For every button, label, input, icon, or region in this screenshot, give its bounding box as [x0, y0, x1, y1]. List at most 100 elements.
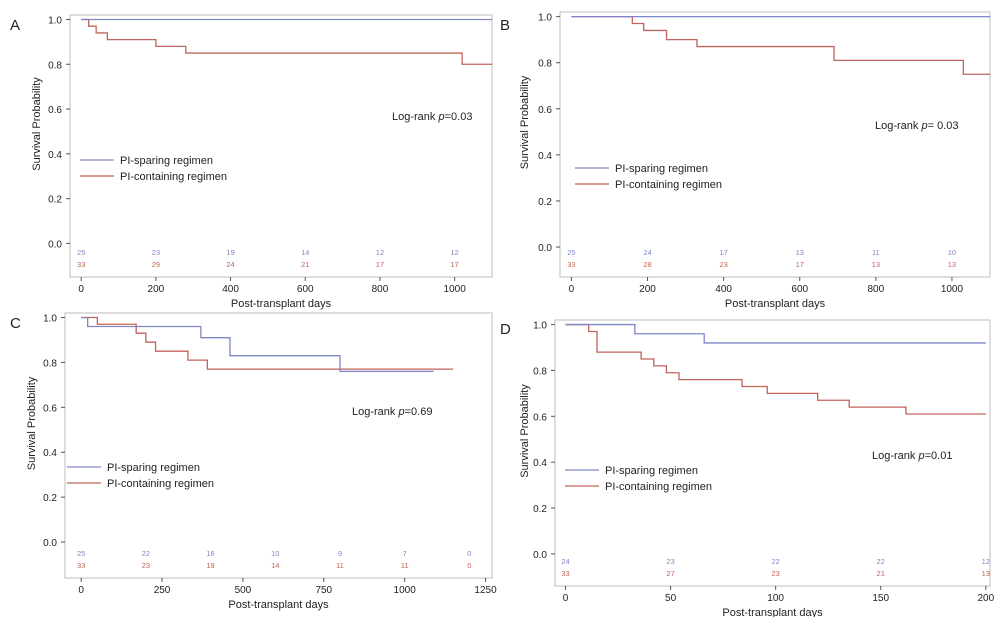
x-tick-label: 0: [78, 284, 84, 295]
at-risk-containing: 17: [376, 260, 384, 269]
y-tick-label: 0.8: [48, 60, 62, 71]
at-risk-containing: 33: [561, 569, 569, 578]
y-tick-label: 0.2: [43, 493, 57, 504]
at-risk-containing: 13: [872, 260, 880, 269]
at-risk-sparing: 24: [643, 248, 651, 257]
at-risk-sparing: 13: [796, 248, 804, 257]
at-risk-sparing: 22: [142, 549, 150, 558]
x-tick-label: 0: [78, 585, 84, 596]
y-tick-label: 0.4: [533, 458, 547, 469]
y-tick-label: 0.6: [538, 105, 552, 116]
at-risk-containing: 17: [796, 260, 804, 269]
at-risk-sparing: 9: [338, 549, 342, 558]
at-risk-containing: 13: [948, 260, 956, 269]
at-risk-sparing: 23: [152, 248, 160, 257]
at-risk-containing: 11: [401, 561, 409, 570]
plot-frame: [559, 11, 991, 278]
x-tick-label: 1000: [444, 284, 467, 295]
x-axis-label: Post-transplant days: [722, 607, 823, 617]
plot-frame: [554, 319, 991, 587]
legend-label: PI-containing regimen: [605, 481, 712, 493]
at-risk-sparing: 0: [467, 549, 471, 558]
at-risk-sparing: 17: [719, 248, 727, 257]
y-tick-label: 1.0: [538, 13, 552, 24]
panel-label-d: D: [500, 321, 511, 338]
at-risk-containing: 21: [301, 260, 309, 269]
legend-label: PI-sparing regimen: [615, 163, 708, 175]
at-risk-containing: 17: [450, 260, 458, 269]
pi-sparing-survival-line: [565, 323, 986, 344]
at-risk-sparing: 14: [301, 248, 309, 257]
at-risk-sparing: 12: [982, 557, 990, 566]
at-risk-containing: 21: [877, 569, 885, 578]
pi-containing-survival-line: [81, 316, 454, 370]
at-risk-sparing: 12: [376, 248, 384, 257]
at-risk-sparing: 22: [771, 557, 779, 566]
at-risk-containing: 28: [643, 260, 651, 269]
x-axis-label: Post-transplant days: [725, 298, 826, 310]
at-risk-containing: 33: [77, 561, 85, 570]
y-tick-label: 0.0: [48, 239, 62, 250]
x-tick-label: 400: [715, 284, 732, 295]
at-risk-containing: 33: [567, 260, 575, 269]
log-rank-annotation: Log-rank p=0.69: [352, 406, 432, 418]
x-tick-label: 1250: [474, 585, 497, 596]
y-tick-label: 0.0: [538, 243, 552, 254]
at-risk-sparing: 25: [77, 248, 85, 257]
at-risk-containing: 23: [771, 569, 779, 578]
y-axis-label: Survival Probability: [519, 384, 531, 478]
legend-label: PI-containing regimen: [107, 478, 214, 490]
panel-label-c: C: [10, 315, 21, 332]
at-risk-containing: 23: [142, 561, 150, 570]
at-risk-sparing: 10: [948, 248, 956, 257]
plot-frame: [64, 312, 493, 579]
log-rank-annotation: Log-rank p=0.01: [872, 450, 952, 462]
at-risk-sparing: 11: [872, 248, 880, 257]
log-rank-annotation: Log-rank p=0.03: [392, 111, 472, 123]
at-risk-containing: 27: [666, 569, 674, 578]
panel-label-b: B: [500, 17, 510, 34]
y-tick-label: 0.8: [43, 358, 57, 369]
at-risk-sparing: 7: [403, 549, 407, 558]
x-tick-label: 200: [148, 284, 165, 295]
panel-d: D 0.0 0.2 0.4 0.6 0.8 1.0 0 50 100 150 200 Post-tra…: [500, 319, 995, 617]
at-risk-containing: 13: [982, 569, 990, 578]
x-tick-label: 500: [235, 585, 252, 596]
legend-label: PI-sparing regimen: [107, 462, 200, 474]
x-axis-label: Post-transplant days: [231, 298, 332, 310]
x-tick-label: 250: [154, 585, 171, 596]
y-axis-label: Survival Probability: [26, 376, 38, 470]
y-tick-label: 0.0: [533, 550, 547, 561]
at-risk-containing: 19: [206, 561, 214, 570]
y-tick-label: 1.0: [533, 321, 547, 332]
log-rank-annotation: Log-rank p= 0.03: [875, 120, 959, 132]
x-axis-label: Post-transplant days: [228, 599, 329, 611]
y-tick-label: 0.4: [538, 151, 552, 162]
pi-containing-survival-line: [565, 323, 986, 415]
at-risk-sparing: 19: [226, 248, 234, 257]
y-tick-label: 0.4: [43, 448, 57, 459]
at-risk-containing: 23: [719, 260, 727, 269]
at-risk-sparing: 23: [666, 557, 674, 566]
legend-label: PI-sparing regimen: [120, 155, 213, 167]
x-tick-label: 200: [639, 284, 656, 295]
legend-label: PI-containing regimen: [120, 171, 227, 183]
x-tick-label: 200: [977, 593, 994, 604]
panel-b: B 0.0 0.2 0.4 0.6 0.8 1.0 0 200 400 600 800 1000 Pos…: [500, 11, 991, 310]
y-tick-label: 1.0: [43, 313, 57, 324]
at-risk-sparing: 10: [271, 549, 279, 558]
x-tick-label: 150: [872, 593, 889, 604]
at-risk-sparing: 12: [450, 248, 458, 257]
at-risk-sparing: 25: [77, 549, 85, 558]
y-axis-label: Survival Probability: [519, 75, 531, 169]
y-tick-label: 0.2: [538, 197, 552, 208]
at-risk-sparing: 24: [561, 557, 569, 566]
y-tick-label: 0.6: [48, 105, 62, 116]
at-risk-containing: 29: [152, 260, 160, 269]
y-tick-label: 0.2: [48, 195, 62, 206]
at-risk-containing: 0: [467, 561, 471, 570]
y-tick-label: 0.8: [538, 59, 552, 70]
x-tick-label: 1000: [941, 284, 964, 295]
x-tick-label: 0: [569, 284, 575, 295]
at-risk-containing: 24: [226, 260, 234, 269]
